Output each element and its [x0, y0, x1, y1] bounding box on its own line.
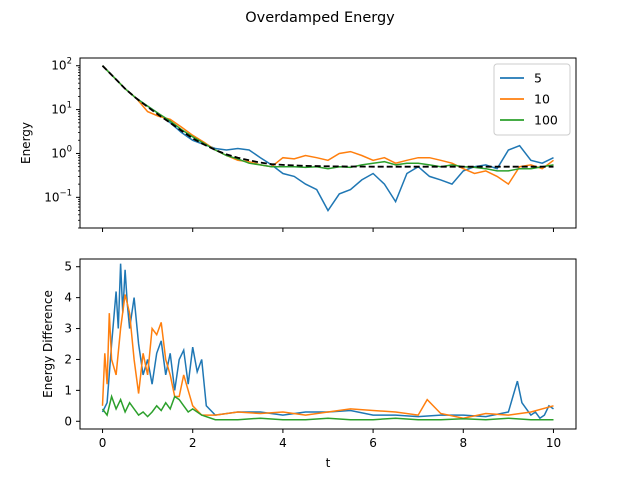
- energy-axes: 102 101 100 10−1 Energy 5 10 100: [19, 57, 577, 232]
- energy-series-5-line: [101, 65, 554, 212]
- x-axis-label: t: [326, 456, 331, 470]
- legend-label-10: 10: [534, 92, 550, 107]
- energy-x-ticks: [102, 228, 554, 232]
- energy-axes-frame: [79, 57, 577, 229]
- energy-difference-y-tick-label: 1: [64, 383, 72, 397]
- energy-difference-y-tick-label: 5: [64, 260, 72, 274]
- energy-difference-series-100-line: [101, 393, 554, 421]
- x-tick-label: 4: [279, 436, 287, 450]
- energy-difference-x-ticks: 0 2 4 6 8 10: [99, 429, 561, 450]
- energy-y-tick-label: 10−1: [44, 188, 72, 204]
- figure-title: Overdamped Energy: [245, 10, 395, 26]
- energy-difference-y-tick-label: 0: [64, 414, 72, 428]
- energy-difference-y-tick-label: 2: [64, 352, 72, 366]
- energy-difference-series-5-line: [101, 263, 554, 420]
- x-tick-label: 8: [459, 436, 467, 450]
- legend: 5 10 100: [493, 63, 571, 136]
- energy-y-tick-label: 100: [51, 144, 72, 160]
- energy-y-tick-label: 102: [51, 57, 72, 73]
- legend-box: [493, 63, 571, 136]
- energy-difference-y-tick-label: 4: [64, 291, 72, 305]
- energy-difference-axes: 0 1 2 3 4 5 0 2 4 6 8 10 Energy Difference t: [41, 258, 577, 470]
- energy-difference-y-axis-label: Energy Difference: [41, 290, 55, 398]
- legend-label-5: 5: [534, 71, 542, 86]
- x-tick-label: 6: [369, 436, 377, 450]
- energy-series-10-line: [101, 65, 554, 186]
- x-tick-label: 0: [99, 436, 107, 450]
- energy-difference-y-ticks: 0 1 2 3 4 5: [64, 260, 80, 428]
- energy-series-lines: [101, 65, 554, 212]
- energy-difference-y-tick-label: 3: [64, 322, 72, 336]
- legend-label-100: 100: [534, 113, 558, 128]
- energy-reference-dashed-line: [101, 65, 554, 168]
- energy-difference-axes-frame: [79, 258, 577, 430]
- energy-difference-series-10-line: [101, 294, 554, 419]
- energy-y-tick-label: 101: [51, 101, 72, 117]
- energy-difference-series-lines: [101, 263, 554, 421]
- x-tick-label: 2: [189, 436, 197, 450]
- energy-series-100-line: [101, 65, 554, 172]
- energy-y-axis-label: Energy: [19, 122, 33, 164]
- energy-y-ticks: 102 101 100 10−1: [44, 57, 80, 229]
- x-tick-label: 10: [546, 436, 561, 450]
